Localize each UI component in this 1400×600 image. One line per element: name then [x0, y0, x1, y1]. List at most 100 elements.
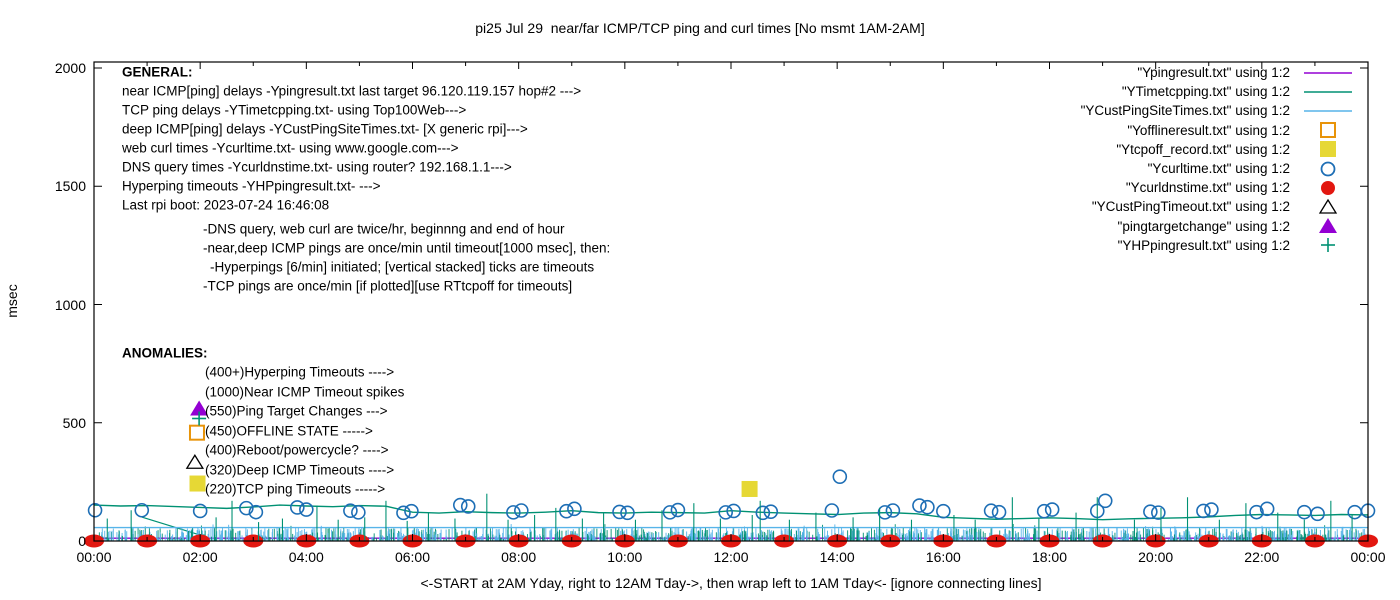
deep-icmp-timeout-marker — [185, 454, 205, 469]
legend-label: "Ytcpoff_record.txt" using 1:2 — [1116, 141, 1290, 157]
legend-label: "Yofflineresult.txt" using 1:2 — [1127, 122, 1290, 138]
legend-swatch-plus-icon — [1321, 238, 1335, 253]
curl-time-marker — [506, 505, 521, 520]
legend: "Ypingresult.txt" using 1:2 "YTimetcpping… — [1081, 63, 1356, 255]
curl-time-marker — [1151, 505, 1166, 520]
legend-swatch-open-square-icon — [1320, 122, 1336, 139]
curl-time-marker — [1259, 501, 1275, 517]
chart-title: pi25 Jul 29 near/far ICMP/TCP ping and c… — [475, 20, 925, 36]
curl-time-marker — [1143, 504, 1158, 519]
legend-entry: "Ycurldnstime.txt" using 1:2 — [1081, 178, 1356, 197]
legend-swatch-open-triangle-icon — [1318, 198, 1338, 214]
legend-entry: "YCustPingSiteTimes.txt" using 1:2 — [1081, 101, 1356, 120]
curl-time-marker — [514, 503, 529, 518]
curl-time-marker — [134, 502, 150, 518]
legend-swatch-open-circle-icon — [1320, 161, 1336, 176]
y-tick-label: 0 — [78, 533, 86, 549]
annotation-line: -TCP pings are once/min [if plotted][use… — [203, 278, 573, 294]
annotation-line: (400)Reboot/powercycle? ----> — [205, 442, 389, 458]
curl-time-marker — [1204, 502, 1219, 517]
curl-time-marker — [404, 503, 419, 519]
legend-label: "Ypingresult.txt" using 1:2 — [1137, 65, 1290, 81]
annotation-heading: ANOMALIES: — [122, 345, 208, 361]
y-tick-label: 1500 — [54, 178, 86, 195]
legend-entry: "YCustPingTimeout.txt" using 1:2 — [1081, 197, 1356, 216]
curl-time-marker — [1249, 504, 1264, 520]
tcp-timeout-marker — [741, 480, 758, 497]
annotation-line: (400+)Hyperping Timeouts ----> — [205, 364, 395, 380]
annotation-line: TCP ping delays -YTimetcpping.txt- using… — [122, 102, 467, 118]
y-tick-label: 2000 — [54, 60, 86, 76]
curl-time-marker — [620, 505, 635, 521]
x-tick-label: 08:00 — [501, 549, 537, 565]
annotation-line: near ICMP[ping] delays -Ypingresult.txt … — [122, 83, 582, 99]
curl-time-marker — [824, 503, 840, 518]
annotation-line: -DNS query, web curl are twice/hr, begin… — [203, 221, 565, 237]
legend-label: "YHPpingresult.txt" using 1:2 — [1117, 237, 1290, 253]
legend-label: "pingtargetchange" using 1:2 — [1117, 218, 1290, 234]
x-tick-label: 12:00 — [713, 549, 749, 565]
curl-time-marker — [460, 499, 476, 514]
annotation-line: (220)TCP ping Timeouts -----> — [205, 481, 386, 497]
annotation-line: -Hyperpings [6/min] initiated; [vertical… — [210, 259, 595, 275]
annotation-line: web curl times -Ycurltime.txt- using www… — [122, 140, 459, 156]
curl-time-marker — [248, 504, 264, 520]
legend-entry: "Ytcpoff_record.txt" using 1:2 — [1081, 140, 1356, 159]
curl-time-marker — [885, 503, 901, 518]
legend-swatch-line-icon — [1304, 110, 1352, 112]
x-axis-note: <-START at 2AM Yday, right to 12AM Tday-… — [420, 575, 1042, 591]
legend-entry: "pingtargetchange" using 1:2 — [1081, 217, 1356, 236]
offline-marker — [188, 424, 205, 441]
legend-entry: "YTimetcpping.txt" using 1:2 — [1081, 82, 1356, 101]
curl-time-marker — [559, 503, 574, 519]
legend-swatch-filled-circle-icon — [1321, 180, 1335, 195]
curl-time-marker — [763, 504, 779, 519]
legend-entry: "Yofflineresult.txt" using 1:2 — [1081, 121, 1356, 140]
curl-time-marker — [612, 504, 627, 520]
x-tick-label: 00:00 — [1350, 549, 1386, 565]
annotation-heading: GENERAL: — [122, 64, 193, 80]
curl-time-marker — [755, 505, 771, 521]
legend-label: "YCustPingSiteTimes.txt" using 1:2 — [1080, 103, 1290, 119]
legend-entry: "Ypingresult.txt" using 1:2 — [1081, 63, 1356, 82]
curl-time-marker — [991, 504, 1007, 520]
curl-time-marker — [396, 505, 411, 521]
x-tick-label: 20:00 — [1138, 549, 1174, 565]
legend-swatch-filled-triangle-icon — [1319, 218, 1337, 234]
annotation-line: (320)Deep ICMP Timeouts ----> — [205, 462, 395, 478]
curl-time-marker — [936, 503, 951, 519]
x-tick-label: 22:00 — [1244, 549, 1280, 565]
curl-time-marker — [1196, 503, 1211, 519]
curl-time-marker — [1310, 506, 1325, 522]
curl-time-marker — [1297, 504, 1312, 520]
legend-label: "Ycurltime.txt" using 1:2 — [1147, 161, 1290, 177]
legend-entry: "Ycurltime.txt" using 1:2 — [1081, 159, 1356, 178]
x-tick-label: 14:00 — [819, 549, 855, 565]
curl-time-marker — [239, 500, 254, 516]
curl-time-marker — [983, 503, 999, 519]
legend-swatch-filled-square-icon — [1320, 141, 1336, 158]
legend-swatch-line-icon — [1304, 71, 1352, 74]
x-tick-label: 18:00 — [1031, 549, 1068, 565]
annotation-line: (450)OFFLINE STATE -----> — [205, 423, 373, 439]
ping-target-change-marker — [190, 400, 209, 416]
curl-time-marker — [87, 502, 103, 518]
curl-time-marker — [877, 505, 893, 520]
annotation-line: Hyperping timeouts -YHPpingresult.txt- -… — [122, 178, 381, 194]
annotation-line: -near,deep ICMP pings are once/min until… — [203, 240, 611, 256]
curl-time-marker — [290, 500, 305, 515]
curl-time-marker — [662, 505, 678, 520]
curl-time-marker — [567, 501, 582, 517]
annotation-line: DNS query times -Ycurldnstime.txt- using… — [122, 159, 512, 175]
curl-time-marker — [718, 505, 733, 520]
curl-time-marker — [920, 499, 935, 515]
y-tick-label: 1000 — [54, 296, 86, 313]
curl-time-marker — [452, 497, 468, 513]
curl-time-marker — [192, 503, 208, 519]
curl-time-marker — [726, 503, 741, 519]
x-tick-label: 00:00 — [76, 549, 112, 565]
curl-time-marker — [912, 498, 927, 513]
legend-label: "YCustPingTimeout.txt" using 1:2 — [1091, 199, 1290, 215]
legend-swatch-line-icon — [1304, 90, 1352, 93]
